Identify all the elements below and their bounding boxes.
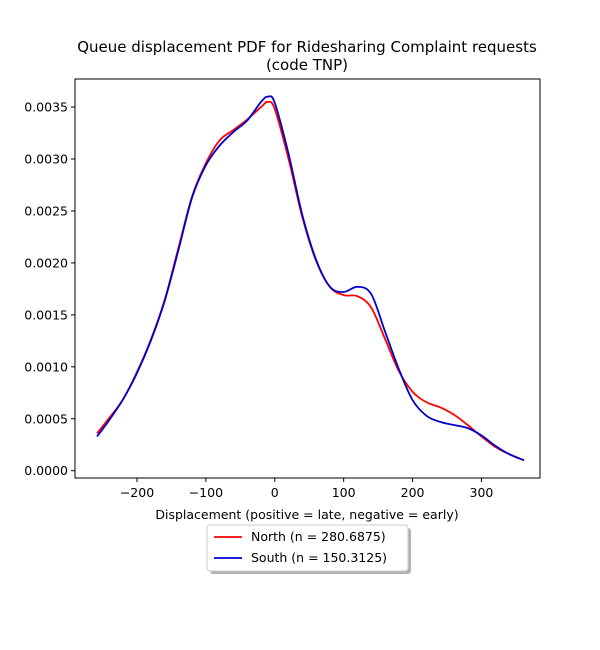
series-line-south (96, 95, 525, 462)
x-tick-label: 100 (332, 485, 356, 500)
y-tick-label: 0.0005 (24, 411, 68, 426)
chart-subtitle: (code TNP) (266, 56, 348, 74)
y-axis: 0.0000 0.0005 0.0010 0.0015 0.0020 0.0025 0.00… (24, 100, 75, 478)
x-tick-label: −100 (189, 485, 223, 500)
y-tick-label: 0.0030 (24, 152, 68, 167)
x-tick-label: 200 (401, 485, 425, 500)
x-axis-label: Displacement (positive = late, negative … (155, 507, 458, 522)
series-layer (96, 95, 525, 462)
x-tick-label: −200 (120, 485, 154, 500)
y-tick-label: 0.0000 (24, 463, 68, 478)
chart-title: Queue displacement PDF for Ridesharing C… (77, 38, 537, 56)
series-line-north (96, 100, 525, 462)
y-tick-label: 0.0015 (24, 307, 68, 322)
x-axis: −200 −100 0 100 200 300 (120, 478, 494, 500)
y-tick-label: 0.0025 (24, 203, 68, 218)
x-tick-label: 300 (470, 485, 494, 500)
x-tick-label: 0 (271, 485, 279, 500)
legend-label-north: North (n = 280.6875) (251, 529, 386, 544)
legend-label-south: South (n = 150.3125) (251, 550, 387, 565)
legend-box (206, 524, 409, 572)
y-tick-label: 0.0035 (24, 100, 68, 115)
y-tick-label: 0.0010 (24, 359, 68, 374)
y-tick-label: 0.0020 (24, 255, 68, 270)
plot-frame (74, 78, 541, 479)
legend: North (n = 280.6875) South (n = 150.3125… (206, 524, 411, 574)
